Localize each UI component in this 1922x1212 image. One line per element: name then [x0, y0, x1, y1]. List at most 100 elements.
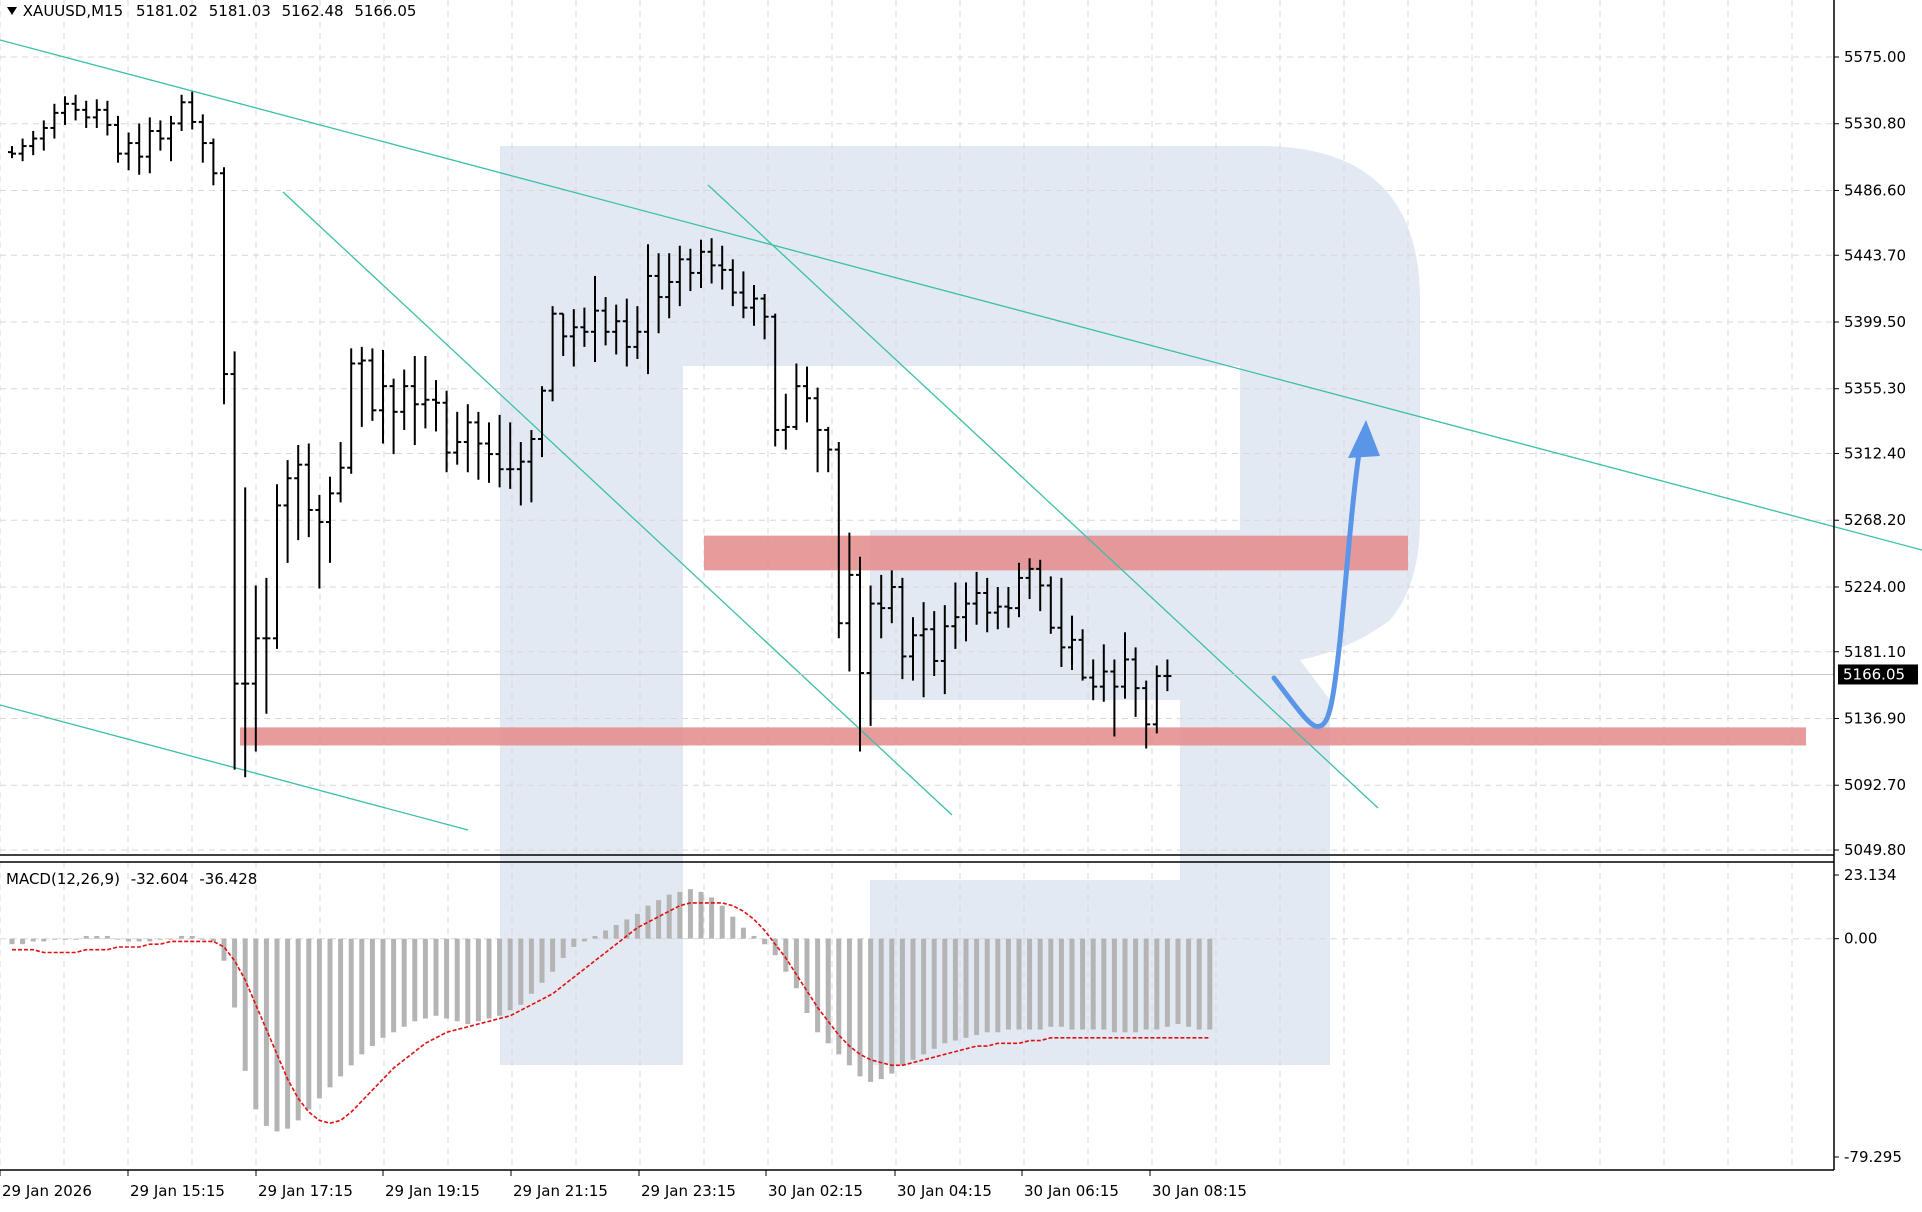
macd-histogram-bar	[560, 938, 566, 958]
macd-main-value: -32.604	[130, 870, 189, 888]
macd-histogram-bar	[656, 900, 662, 939]
macd-histogram-bar	[189, 935, 195, 939]
macd-histogram-bar	[571, 938, 577, 947]
macd-histogram-bar	[454, 938, 460, 1022]
macd-histogram-bar	[1005, 938, 1011, 1030]
time-axis-label: 30 Jan 04:15	[897, 1182, 992, 1200]
macd-histogram-bar	[1207, 938, 1213, 1030]
macd-histogram-bar	[868, 938, 874, 1082]
trend-line	[707, 184, 1379, 809]
macd-histogram-bar	[30, 938, 36, 942]
macd-histogram-bar	[539, 938, 545, 983]
macd-histogram-bar	[94, 935, 100, 939]
macd-histogram-bar	[730, 916, 736, 939]
macd-histogram-bar	[1080, 938, 1086, 1030]
macd-histogram-bar	[1027, 938, 1033, 1030]
macd-histogram-bar	[126, 938, 132, 942]
macd-histogram-bar	[550, 938, 556, 972]
macd-name: MACD(12,26,9)	[6, 870, 120, 888]
macd-histogram-bar	[306, 938, 312, 1110]
macd-histogram-bar	[1175, 938, 1181, 1025]
macd-histogram-bar	[804, 938, 810, 1014]
price-axis-label: 5530.80	[1844, 115, 1906, 133]
macd-histogram-bar	[1016, 938, 1022, 1030]
resistance-zone	[704, 535, 1408, 571]
price-axis-label: 5224.00	[1844, 578, 1906, 596]
macd-histogram-bar	[857, 938, 863, 1077]
macd-histogram-bar	[1101, 938, 1107, 1030]
macd-histogram-bar	[698, 891, 704, 939]
price-axis-label: 5355.30	[1844, 380, 1906, 398]
macd-histogram-bar	[136, 938, 142, 942]
macd-axis-label: 23.134	[1844, 866, 1897, 884]
ohlc-low: 5162.48	[281, 2, 344, 20]
macd-histogram-bar	[645, 905, 651, 939]
macd-histogram-bar	[444, 938, 450, 1019]
macd-histogram-bar	[1164, 938, 1170, 1027]
forecast-arrow-head	[1348, 420, 1380, 458]
trend-line	[282, 191, 953, 816]
macd-histogram-bar	[772, 938, 778, 956]
macd-histogram-bar	[963, 938, 969, 1038]
macd-histogram-bar	[9, 938, 15, 945]
macd-histogram-bar	[232, 938, 238, 1008]
macd-axis-label: 0.00	[1844, 930, 1877, 948]
macd-histogram-bar	[391, 938, 397, 1033]
macd-histogram-bar	[359, 938, 365, 1055]
macd-histogram-bar	[1143, 938, 1149, 1030]
macd-histogram-bar	[889, 938, 895, 1074]
macd-histogram-bar	[221, 938, 227, 961]
macd-histogram-bar	[995, 938, 1001, 1033]
macd-histogram-bar	[242, 938, 248, 1071]
macd-histogram-bar	[475, 938, 481, 1022]
ohlc-open: 5181.02	[135, 2, 198, 20]
macd-histogram-bar	[974, 938, 980, 1036]
macd-histogram-bar	[1048, 938, 1054, 1027]
macd-histogram-bar	[528, 938, 534, 994]
time-axis-label: 29 Jan 15:15	[130, 1182, 225, 1200]
symbol-label: XAUUSD,M15	[22, 2, 124, 20]
macd-histogram-bar	[1058, 938, 1064, 1027]
macd-histogram-bar	[624, 919, 630, 939]
macd-histogram-bar	[62, 938, 68, 940]
macd-histogram-bar	[41, 938, 47, 942]
macd-histogram-bar	[836, 938, 842, 1055]
macd-histogram-bar	[942, 938, 948, 1044]
macd-histogram-bar	[369, 938, 375, 1047]
price-axis-label: 5092.70	[1844, 776, 1906, 794]
macd-histogram-bar	[899, 938, 905, 1066]
support-zone	[240, 727, 1806, 746]
macd-histogram-bar	[825, 938, 831, 1044]
price-axis-label: 5443.70	[1844, 246, 1906, 264]
macd-histogram-bar	[878, 938, 884, 1080]
macd-histogram-bar	[952, 938, 958, 1041]
price-axis-label: 5312.40	[1844, 445, 1906, 463]
macd-histogram-bar	[263, 938, 269, 1126]
macd-histogram-bar	[1133, 938, 1139, 1033]
macd-signal-value: -36.428	[199, 870, 258, 888]
macd-histogram-bar	[348, 938, 354, 1066]
macd-histogram-bar	[147, 938, 153, 942]
macd-histogram-bar	[1090, 938, 1096, 1030]
current-price-badge	[1838, 664, 1918, 685]
macd-histogram-bar	[316, 938, 322, 1099]
macd-histogram-bar	[1186, 938, 1192, 1027]
macd-histogram-bar	[1154, 938, 1160, 1030]
price-axis-label: 5049.80	[1844, 841, 1906, 859]
macd-histogram-bar	[1122, 938, 1128, 1033]
macd-histogram-bar	[762, 938, 768, 945]
macd-histogram-bar	[73, 938, 79, 940]
macd-histogram-bar	[83, 935, 89, 939]
macd-signal-line	[12, 902, 1210, 1125]
price-axis-label: 5575.00	[1844, 48, 1906, 66]
macd-histogram-bar	[338, 938, 344, 1077]
macd-histogram-bar	[210, 938, 216, 942]
macd-histogram-bar	[380, 938, 386, 1038]
macd-histogram-bar	[783, 938, 789, 972]
macd-histogram-bar	[422, 938, 428, 1019]
macd-histogram-bar	[168, 938, 174, 940]
macd-histogram-bar	[486, 938, 492, 1019]
price-axis-label: 5268.20	[1844, 511, 1906, 529]
macd-histogram-bar	[401, 938, 407, 1027]
